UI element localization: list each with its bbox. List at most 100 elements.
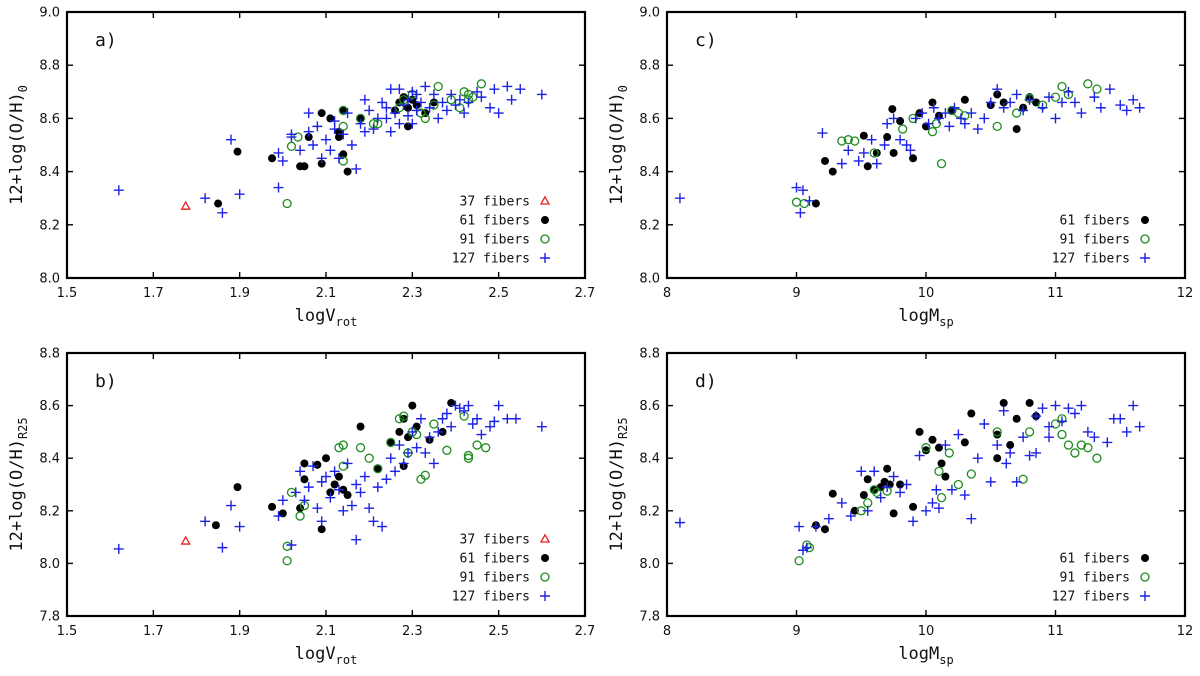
data-point-f127 [944, 121, 955, 132]
data-point-f127 [420, 447, 431, 458]
data-point-f127 [985, 97, 996, 108]
data-point-f61 [408, 401, 417, 410]
data-point-f61 [395, 427, 404, 436]
data-point-f127 [394, 84, 405, 95]
x-axis-label: logVrot [295, 644, 358, 667]
data-point-f61 [1012, 125, 1021, 134]
data-point-f127 [333, 484, 344, 495]
data-point-f127 [862, 505, 873, 516]
data-point-f127 [346, 140, 357, 150]
plot-frame [65, 10, 587, 280]
data-point-f127 [415, 97, 426, 108]
data-point-f127 [1076, 108, 1087, 119]
data-point-f127 [308, 140, 319, 150]
data-point-f61 [922, 446, 930, 455]
data-point-f91 [869, 148, 879, 158]
data-point-f91 [791, 197, 802, 207]
data-point-f127 [459, 405, 470, 416]
data-point-f127 [1005, 97, 1016, 108]
data-point-f61 [872, 148, 881, 157]
panel-label: b) [95, 371, 117, 392]
data-point-f127 [998, 102, 1009, 113]
data-point-f37 [180, 535, 191, 545]
legend: 37 fibers 61 fibers 91 fibers 127 fibers [452, 533, 551, 605]
data-point-f61 [268, 502, 277, 511]
data-point-f127 [946, 484, 957, 495]
data-point-f61 [828, 489, 837, 498]
data-point-f127 [377, 521, 388, 532]
data-point-f127 [428, 458, 439, 469]
data-point-f91 [850, 136, 860, 146]
legend-label-f91: 91 fibers [1060, 571, 1130, 586]
data-point-f91 [282, 556, 292, 566]
data-point-f127 [845, 511, 856, 522]
data-point-f127 [856, 466, 867, 477]
data-point-f127 [351, 534, 362, 545]
data-point-f127 [485, 102, 496, 113]
data-point-f61 [909, 154, 918, 163]
plot-frame [665, 10, 1187, 280]
data-point-f127 [325, 492, 336, 503]
data-point-f127 [502, 81, 513, 92]
legend-label-f37: 37 fibers [460, 533, 530, 548]
x-tick-label: 1.7 [143, 624, 164, 639]
data-point-f127 [420, 81, 431, 92]
data-point-f61 [211, 521, 220, 530]
data-point-f127 [1011, 476, 1022, 487]
data-point-f61 [999, 98, 1008, 107]
data-point-f127 [502, 413, 513, 424]
data-point-f127 [403, 447, 414, 458]
data-point-f127 [905, 145, 916, 156]
data-point-f127 [359, 94, 370, 105]
data-point-f127 [674, 517, 685, 528]
data-point-f127 [959, 118, 970, 129]
data-point-f61 [909, 502, 918, 511]
data-point-f127 [836, 158, 847, 169]
data-point-f127 [342, 108, 353, 119]
data-point-f127 [1121, 105, 1132, 116]
data-point-f127 [113, 543, 124, 554]
y-tick-label: 8.2 [639, 504, 660, 519]
x-axis-label-sub: sp [939, 315, 953, 329]
data-point-f61 [326, 488, 335, 497]
legend-label-f127: 127 fibers [452, 252, 530, 267]
y-tick-label: 8.4 [639, 452, 660, 467]
data-point-f61 [820, 156, 829, 165]
data-point-f61 [928, 98, 937, 107]
data-point-f127 [1024, 450, 1035, 461]
series-f127 [113, 400, 547, 554]
data-point-f61 [322, 454, 330, 463]
data-point-f37 [180, 200, 191, 210]
legend-label-f37: 37 fibers [460, 195, 530, 210]
data-point-f91 [1057, 429, 1067, 440]
data-point-f61 [859, 491, 868, 500]
data-point-f127 [888, 113, 899, 124]
data-point-f61 [993, 90, 1002, 99]
data-point-f127 [823, 513, 834, 524]
data-point-f61 [863, 475, 872, 484]
data-point-f127 [928, 102, 939, 113]
data-point-f61 [404, 433, 413, 442]
data-point-f127 [346, 500, 357, 511]
data-point-f127 [329, 466, 340, 477]
data-point-f127 [1044, 421, 1055, 432]
data-point-f127 [843, 145, 854, 156]
data-point-f61 [928, 435, 937, 444]
x-axis-label: logMsp [898, 644, 953, 667]
data-point-f127 [933, 113, 944, 124]
y-tick-label: 8.6 [639, 112, 660, 127]
data-point-f91 [472, 440, 482, 450]
data-point-f91 [1024, 427, 1035, 437]
panel-b: 1.5 1.7 1.9 2.1 2.3 2.5 2.7 7.8 8.0 8.2 8.4 8.6 8.8 b… [7, 347, 595, 668]
data-point-f127 [200, 193, 211, 204]
data-point-f127 [1005, 447, 1016, 458]
x-axis-label-main: logV [295, 644, 336, 664]
data-point-f127 [368, 516, 379, 527]
data-point-f91 [1083, 79, 1093, 89]
data-point-f127 [411, 105, 422, 116]
y-tick-label: 8.0 [39, 557, 60, 572]
data-point-f61 [343, 167, 352, 176]
data-point-f127 [277, 155, 288, 166]
data-point-f61 [820, 525, 829, 534]
data-point-f127 [407, 118, 418, 129]
